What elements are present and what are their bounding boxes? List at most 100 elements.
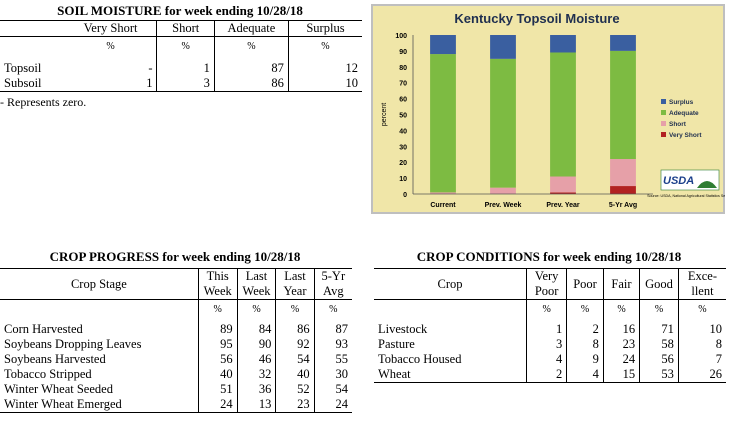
y-tick-label: 30 (399, 144, 407, 151)
bar-segment-very-short (550, 192, 576, 194)
col-header: Adequate (213, 20, 289, 37)
table-row: Pasture 3 8 23 58 8 (374, 337, 726, 352)
col-header: Last Year (275, 268, 315, 300)
col-header: 5-Yr Avg (313, 268, 352, 300)
row-label: Subsoil (4, 76, 42, 90)
cell-value: 53 (639, 367, 679, 383)
crop-conditions-table: Crop Very Poor Poor Fair Good Exce-llent … (374, 268, 726, 383)
cell-value: 90 (236, 337, 276, 352)
bar-segment-surplus (490, 35, 516, 59)
cell-value: 26 (677, 367, 726, 383)
bar-segment-short (610, 159, 636, 187)
y-tick-label: 80 (399, 65, 407, 72)
col-header: Very Poor (526, 268, 567, 300)
topsoil-moisture-chart: Kentucky Topsoil Moisture 0 10 20 30 40 50 60 70… (371, 4, 725, 214)
y-tick-label: 60 (399, 97, 407, 104)
unit-label: % (313, 299, 352, 318)
unit-label: % (677, 299, 726, 318)
unit-label: % (106, 40, 115, 52)
table-row: Soybeans Dropping Leaves 95 90 92 93 (0, 337, 352, 352)
col-header: Very Short (83, 21, 138, 35)
bar-segment-short (490, 187, 516, 194)
cell-value: 1 (526, 322, 567, 337)
unit-label: % (602, 299, 640, 318)
cell-value: 23 (275, 397, 315, 413)
y-axis-label: percent (381, 103, 388, 126)
table-header-row: Crop Stage This Week Last Week Last Year 5-… (0, 268, 352, 300)
cell-value: 24 (313, 397, 352, 413)
unit-label: % (287, 36, 362, 55)
row-label: Winter Wheat Emerged (4, 397, 122, 411)
table-row: Tobacco Housed 4 9 24 56 7 (374, 352, 726, 367)
cell-value: - (148, 61, 153, 75)
cell-value: 92 (275, 337, 315, 352)
table-row: Winter Wheat Seeded 51 36 52 54 (0, 382, 352, 397)
unit-label: % (526, 299, 567, 318)
cell-value: 2 (526, 367, 567, 383)
cell-value: 2 (566, 322, 604, 337)
legend-label: Surplus (669, 99, 694, 106)
cell-value: 32 (236, 367, 276, 382)
col-header: Exce-llent (677, 268, 726, 300)
cell-value: 24 (602, 352, 640, 367)
cell-value: 10 (287, 76, 362, 92)
row-label: Tobacco Housed (378, 352, 462, 366)
cell-value: 1 (156, 61, 215, 76)
cell-value: 86 (213, 76, 289, 92)
legend-label: Adequate (669, 110, 699, 117)
col-header: This Week (197, 268, 238, 300)
cell-value: 56 (639, 352, 679, 367)
bar-segment-adequate (550, 52, 576, 177)
cell-value: 4 (566, 367, 604, 383)
cell-value: 55 (313, 352, 352, 367)
footnote: - Represents zero. (0, 95, 87, 109)
bar-segment-adequate (430, 54, 456, 193)
table-row: Soybeans Harvested 56 46 54 55 (0, 352, 352, 367)
stage-header: Crop Stage (70, 276, 127, 291)
table-row: Winter Wheat Emerged 24 13 23 24 (0, 397, 352, 413)
cell-value: 30 (313, 367, 352, 382)
bar-segment-adequate (610, 50, 636, 160)
y-tick-label: 90 (399, 49, 407, 56)
col-header: Short (156, 20, 215, 37)
row-label: Soybeans Dropping Leaves (4, 337, 142, 351)
legend-swatch (661, 99, 666, 104)
cell-value: 15 (602, 367, 640, 383)
col-header: Good (639, 268, 679, 300)
unit-row: % % % % (0, 299, 352, 318)
cell-value: 52 (275, 382, 315, 397)
row-label: Winter Wheat Seeded (4, 382, 113, 396)
row-label: Corn Harvested (4, 322, 83, 336)
y-tick-label: 0 (403, 192, 407, 199)
bar-segment-adequate (490, 58, 516, 188)
cell-value: 40 (275, 367, 315, 382)
row-label: Tobacco Stripped (4, 367, 92, 381)
table-row: Topsoil - 1 87 12 (0, 61, 362, 76)
unit-row: % % % % (0, 36, 362, 55)
cell-value: 8 (566, 337, 604, 352)
cell-value: 1 (146, 76, 153, 90)
unit-row: % % % % % (374, 299, 726, 318)
table-header-row: Very Short Short Adequate Surplus (0, 20, 362, 37)
cell-value: 86 (275, 322, 315, 337)
cell-value: 56 (197, 352, 238, 367)
cell-value: 7 (677, 352, 726, 367)
table-row: Wheat 2 4 15 53 26 (374, 367, 726, 383)
bar-segment-surplus (430, 35, 456, 55)
legend-swatch (661, 110, 666, 115)
bar-segment-surplus (550, 35, 576, 53)
cell-value: 54 (275, 352, 315, 367)
soil-moisture-section: SOIL MOISTURE for week ending 10/28/18 V… (0, 3, 362, 110)
soil-moisture-table: Very Short Short Adequate Surplus % % % … (0, 20, 362, 92)
crop-conditions-section: CROP CONDITIONS for week ending 10/28/18… (374, 249, 726, 383)
table-row: Corn Harvested 89 84 86 87 (0, 322, 352, 337)
cell-value: 84 (236, 322, 276, 337)
x-tick-label: Current (430, 202, 456, 209)
y-tick-label: 50 (399, 113, 407, 120)
legend-swatch (661, 132, 666, 137)
cell-value: 8 (677, 337, 726, 352)
cell-value: 36 (236, 382, 276, 397)
usda-logo-hills-icon (697, 181, 717, 188)
legend-swatch (661, 121, 666, 126)
crop-progress-title: CROP PROGRESS for week ending 10/28/18 (49, 249, 301, 264)
